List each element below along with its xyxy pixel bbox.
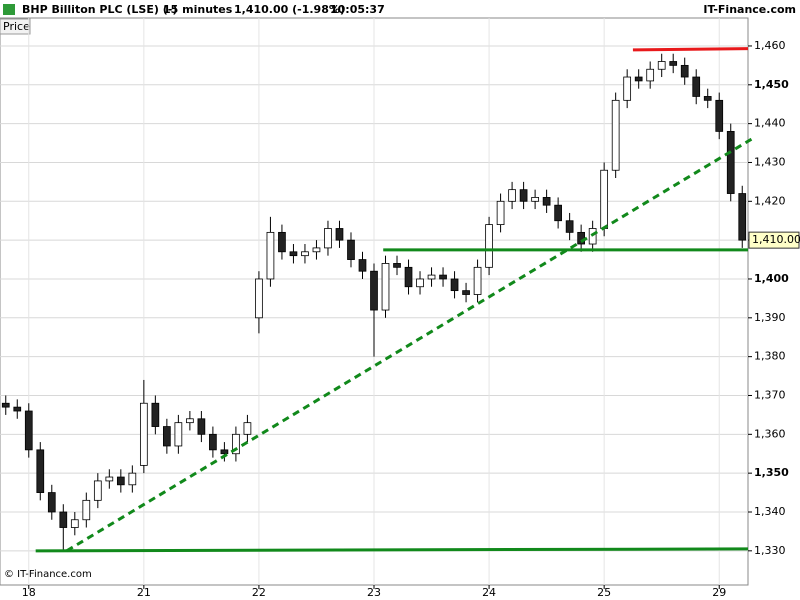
candle-body bbox=[358, 259, 367, 272]
candle-body bbox=[611, 99, 620, 171]
candle-body bbox=[669, 61, 678, 66]
candle-body bbox=[565, 220, 574, 233]
trend-line bbox=[65, 137, 753, 553]
candle-body bbox=[186, 418, 194, 424]
x-tick-label: 18 bbox=[22, 586, 36, 599]
candle-body bbox=[519, 189, 528, 202]
y-tick-label: 1,450 bbox=[754, 78, 789, 91]
candle-body bbox=[657, 61, 666, 70]
candle-body bbox=[209, 433, 217, 451]
candle-body bbox=[243, 422, 252, 435]
brand: IT-Finance.com bbox=[703, 3, 796, 16]
copyright: © IT-Finance.com bbox=[4, 569, 92, 580]
candle-body bbox=[59, 511, 68, 528]
candle-body bbox=[347, 239, 355, 260]
x-tick-label: 29 bbox=[712, 586, 726, 599]
y-tick-label: 1,350 bbox=[754, 466, 789, 479]
candle-body bbox=[93, 480, 102, 501]
candle-body bbox=[623, 76, 632, 101]
candle-body bbox=[531, 197, 539, 202]
candle-body bbox=[139, 402, 148, 466]
candle-body bbox=[508, 189, 516, 202]
candle-body bbox=[450, 278, 459, 292]
x-tick-label: 22 bbox=[252, 586, 266, 599]
candle-body bbox=[462, 290, 470, 295]
candle-body bbox=[278, 231, 286, 253]
candle-body bbox=[427, 274, 436, 280]
y-tick-label: 1,400 bbox=[754, 272, 789, 285]
candle-body bbox=[163, 426, 171, 447]
candle-body bbox=[128, 472, 137, 486]
candle-body bbox=[335, 228, 344, 241]
candle-body bbox=[715, 99, 724, 132]
candle-body bbox=[680, 64, 689, 78]
candle-body bbox=[266, 231, 275, 280]
candle-body bbox=[439, 274, 447, 280]
candle-body bbox=[255, 278, 263, 319]
candle-body bbox=[370, 270, 378, 311]
candle-body bbox=[726, 130, 735, 194]
candle-body bbox=[473, 266, 482, 295]
y-tick-label: 1,380 bbox=[754, 350, 786, 363]
y-tick-label: 1,360 bbox=[754, 427, 786, 440]
candle-body bbox=[36, 449, 45, 493]
candle-body bbox=[542, 197, 551, 206]
candle-body bbox=[703, 96, 712, 101]
candle-body bbox=[151, 402, 160, 427]
candle-body bbox=[174, 422, 183, 447]
candle-body bbox=[485, 224, 493, 268]
y-tick-label: 1,430 bbox=[754, 155, 786, 168]
x-tick-label: 25 bbox=[597, 586, 611, 599]
price-tag-label: 1,410.00 bbox=[752, 233, 800, 246]
candle-body bbox=[1, 402, 10, 408]
candle-body bbox=[577, 231, 585, 245]
legend-box bbox=[0, 18, 31, 35]
candle-body bbox=[634, 76, 643, 82]
candle-body bbox=[312, 247, 321, 253]
y-tick-label: 1,330 bbox=[754, 544, 786, 557]
candle-body bbox=[381, 263, 390, 311]
candle-body bbox=[416, 278, 424, 288]
candle-body bbox=[197, 418, 206, 435]
candle-body bbox=[301, 251, 309, 257]
candle-body bbox=[496, 200, 505, 226]
candle-body bbox=[220, 449, 229, 455]
time: 10:05:37 bbox=[330, 3, 385, 16]
candle-body bbox=[646, 68, 655, 82]
interval: 15 minutes bbox=[163, 3, 233, 16]
y-tick-label: 1,370 bbox=[754, 388, 786, 401]
level-line bbox=[35, 547, 749, 553]
candle-body bbox=[600, 169, 609, 229]
last-price-text: 1,410.00 (-1.98%) bbox=[234, 3, 345, 16]
legend-label: Price bbox=[3, 20, 30, 33]
candle-body bbox=[692, 76, 701, 97]
candle-body bbox=[404, 266, 413, 288]
candle-body bbox=[289, 251, 298, 257]
candle-body bbox=[47, 492, 56, 513]
candle-body bbox=[105, 476, 114, 482]
candle-body bbox=[13, 406, 22, 412]
price-tag bbox=[748, 231, 800, 249]
logo-icon bbox=[3, 4, 15, 15]
candle-body bbox=[116, 476, 125, 486]
candle-body bbox=[70, 519, 79, 528]
x-tick-label: 23 bbox=[367, 586, 381, 599]
x-tick-label: 24 bbox=[482, 586, 496, 599]
candle-body bbox=[554, 204, 562, 222]
candle-body bbox=[24, 410, 33, 451]
y-tick-label: 1,440 bbox=[754, 117, 786, 130]
y-tick-label: 1,420 bbox=[754, 194, 786, 207]
x-tick-label: 21 bbox=[137, 586, 151, 599]
candle-body bbox=[232, 433, 240, 455]
candle-body bbox=[82, 499, 91, 521]
y-tick-label: 1,390 bbox=[754, 311, 786, 324]
y-tick-label: 1,460 bbox=[754, 39, 786, 52]
candle-body bbox=[324, 228, 332, 249]
candle-body bbox=[738, 193, 747, 241]
level-line bbox=[632, 47, 749, 52]
candle-body bbox=[393, 263, 401, 268]
y-tick-label: 1,340 bbox=[754, 505, 786, 518]
chart-title: BHP Billiton PLC (LSE) (-) bbox=[22, 3, 177, 16]
